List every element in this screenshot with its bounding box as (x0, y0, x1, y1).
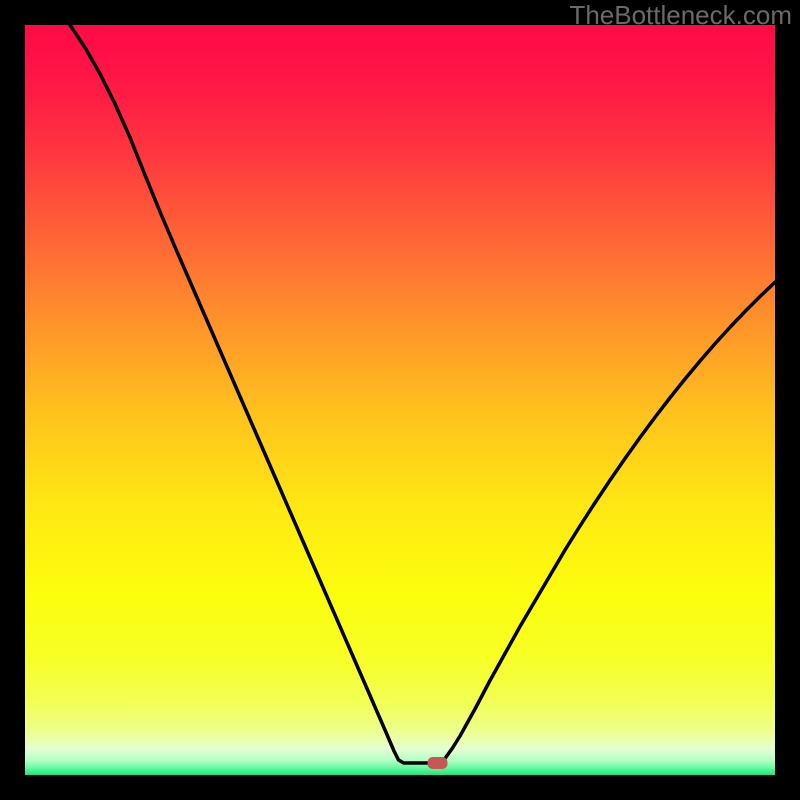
optimal-marker (428, 757, 448, 769)
watermark-text: TheBottleneck.com (569, 0, 792, 31)
plot-area (25, 25, 775, 775)
bottleneck-chart (25, 25, 775, 775)
chart-background (25, 25, 775, 775)
chart-frame: TheBottleneck.com (0, 0, 800, 800)
